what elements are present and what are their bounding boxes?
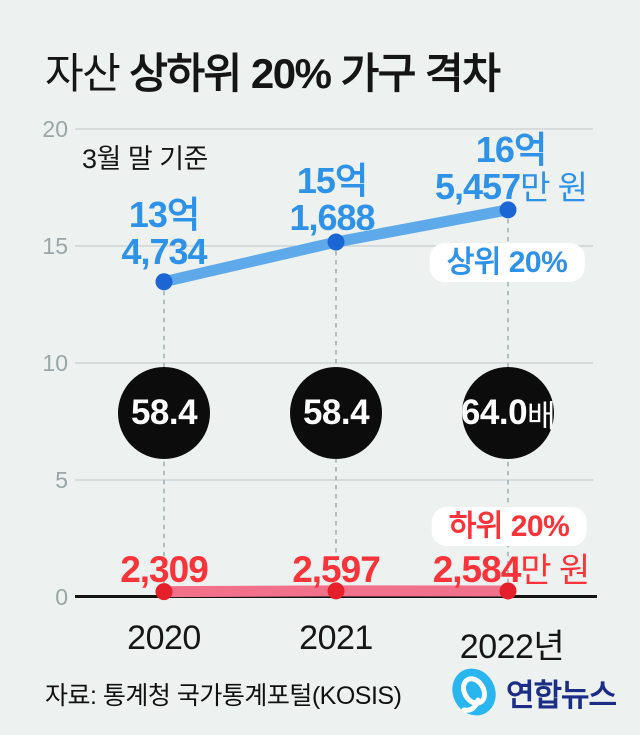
x-axis-label-2021: 2021	[299, 619, 373, 657]
top-series-value-2020: 13억 4,734	[121, 194, 207, 272]
ratio-value: 58.4	[302, 393, 370, 432]
value-line1: 13억	[128, 194, 200, 235]
title-main: 상하위 20% 가구 격차	[129, 50, 501, 97]
value-line2: 4,734	[121, 231, 207, 272]
top-series-point	[327, 233, 345, 251]
y-axis-tick-0: 0	[55, 584, 68, 610]
y-axis-tick-5: 5	[55, 467, 68, 493]
yonhap-logo-text: 연합뉴스	[506, 677, 617, 713]
title-keyword: 자산	[45, 50, 121, 97]
value-line2: 5,457	[435, 166, 521, 207]
value-line2: 1,688	[289, 197, 375, 238]
top-series-value-2021: 15억 1,688	[289, 160, 375, 238]
yonhap-logo-icon	[452, 668, 496, 716]
y-axis-tick-20: 20	[42, 116, 68, 142]
top-series-point	[499, 201, 517, 219]
bottom-series-legend-badge: 하위 20%	[431, 507, 587, 546]
value-text: 2,309	[120, 549, 209, 590]
value-line1: 16억	[475, 129, 547, 170]
bottom-series-point	[155, 583, 173, 601]
subtitle-basis-note: 3월 말 기준	[82, 144, 208, 174]
bottom-series-value-2022: 2,584만 원	[432, 549, 591, 591]
value-text: 2,584	[432, 549, 522, 590]
yonhap-news-logo: 연합뉴스	[448, 666, 617, 718]
bottom-series-point	[327, 582, 345, 600]
top-series-legend-badge: 상위 20%	[429, 243, 585, 282]
ratio-value: 58.4	[130, 393, 198, 432]
x-axis-label-2022: 2022년	[459, 628, 565, 666]
ratio-value: 64.0	[460, 393, 528, 432]
value-suffix: 만 원	[520, 169, 588, 206]
bottom-series-point	[499, 582, 517, 600]
bottom-series-value-2021: 2,597	[292, 549, 381, 590]
bottom-series-value-2020: 2,309	[120, 549, 209, 590]
x-axis-label-2020: 2020	[127, 619, 201, 657]
value-text: 2,597	[292, 549, 381, 590]
y-axis-tick-15: 15	[42, 233, 68, 259]
top-series-point	[155, 273, 173, 291]
value-line1: 15억	[296, 160, 368, 201]
ratio-bubble-2020: 58.4	[118, 367, 210, 459]
ratio-bubble-2022: 64.0 배	[460, 367, 556, 459]
value-suffix: 만 원	[520, 552, 590, 590]
data-source-credit: 자료: 통계청 국가통계포털(KOSIS)	[45, 682, 402, 710]
y-axis-tick-10: 10	[42, 350, 68, 376]
page-title: 자산 상하위 20% 가구 격차	[45, 40, 501, 101]
top-series-value-2022: 16억 5,457만 원	[435, 129, 588, 207]
ratio-bubble-2021: 58.4	[290, 367, 382, 459]
ratio-suffix: 배	[527, 398, 556, 434]
